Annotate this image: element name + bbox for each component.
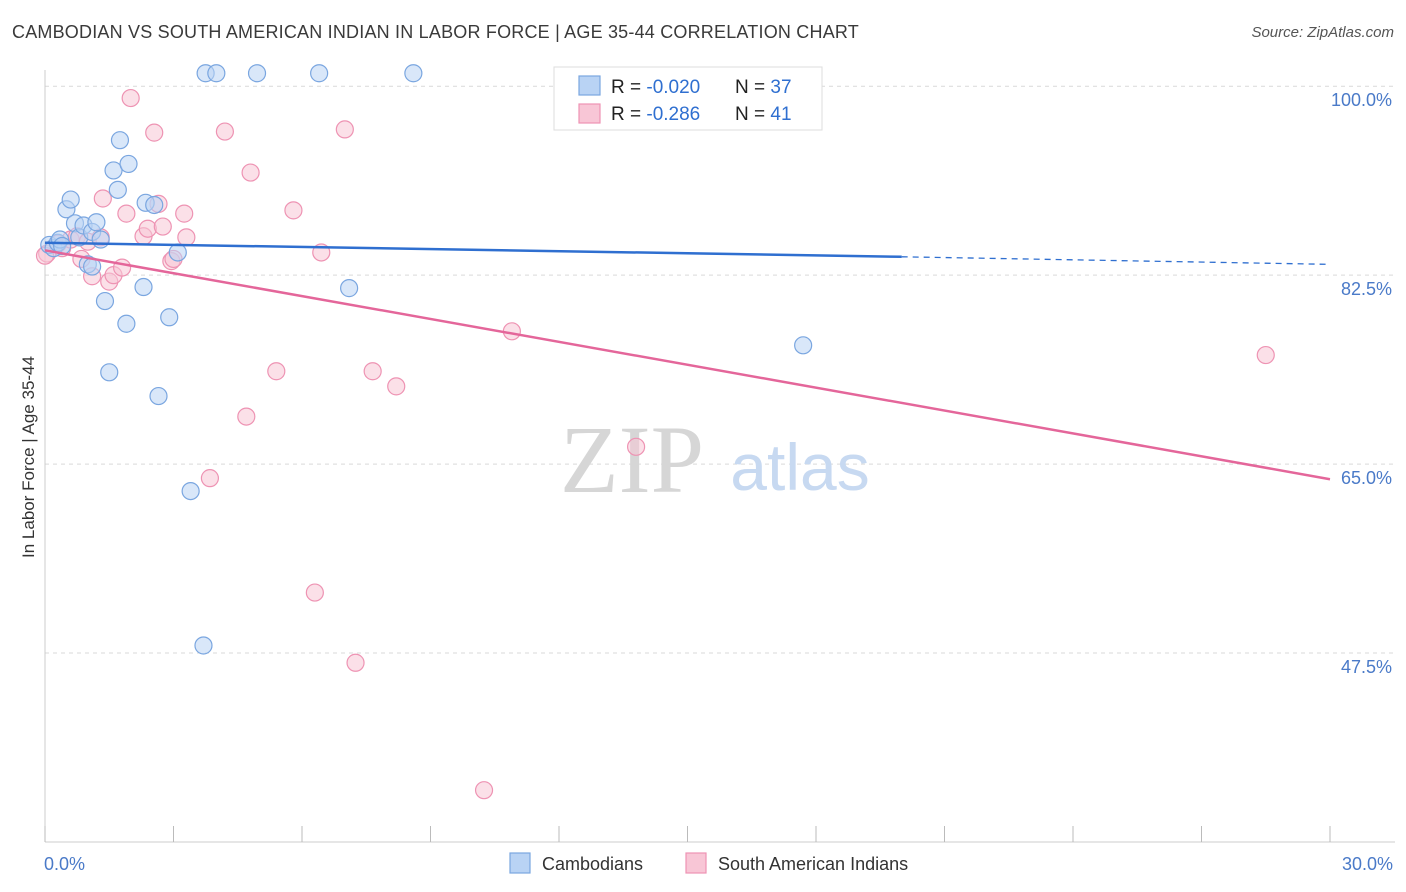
chart-title: CAMBODIAN VS SOUTH AMERICAN INDIAN IN LA… — [12, 22, 859, 42]
data-point-cambodians — [134, 277, 153, 297]
data-point-cambodians — [194, 636, 213, 655]
data-point-south-american-indians — [284, 201, 303, 220]
x-tick-labels: 0.0% 30.0% — [44, 854, 1393, 874]
y-tick-label: 65.0% — [1341, 468, 1392, 488]
data-point-south-american-indians — [305, 583, 324, 602]
data-point-cambodians — [794, 336, 813, 355]
y-tick-label: 82.5% — [1341, 279, 1392, 299]
stats-r-value-1: -0.020 — [646, 77, 700, 98]
trend-lines — [44, 241, 1331, 481]
data-point-cambodians — [149, 386, 168, 406]
data-point-south-american-indians — [363, 362, 382, 381]
data-point-south-american-indians — [387, 377, 406, 396]
axes — [44, 70, 1395, 843]
data-point-south-american-indians — [138, 219, 157, 238]
svg-text:N = 41: N = 41 — [735, 104, 792, 125]
data-point-cambodians — [404, 64, 423, 83]
data-point-cambodians — [247, 64, 267, 83]
source-credit: Source: ZipAtlas.com — [1251, 24, 1394, 41]
legend-label-south-american-indians: South American Indians — [718, 854, 908, 874]
series-cambodians — [40, 64, 813, 655]
svg-text:N = 37: N = 37 — [735, 77, 792, 98]
data-point-cambodians — [91, 230, 110, 249]
watermark-atlas: atlas — [730, 430, 869, 504]
data-point-south-american-indians — [117, 204, 136, 223]
data-point-south-american-indians — [626, 437, 646, 456]
data-point-cambodians — [181, 481, 200, 501]
data-point-cambodians — [168, 243, 187, 262]
svg-text:R = -0.020: R = -0.020 — [611, 77, 700, 98]
data-point-cambodians — [100, 363, 119, 382]
svg-text:R = -0.286: R = -0.286 — [611, 104, 700, 125]
trend-line-south-american-indians — [44, 249, 1331, 481]
data-point-cambodians — [119, 154, 138, 174]
data-point-south-american-indians — [200, 469, 220, 488]
stats-r-label-2: R = — [611, 104, 646, 125]
data-point-south-american-indians — [1256, 345, 1275, 365]
data-point-cambodians — [310, 64, 329, 83]
trend-line-cambodians-extension — [901, 256, 1331, 265]
stats-r-value-2: -0.286 — [646, 104, 700, 125]
data-point-cambodians — [87, 213, 106, 232]
x-tick-label: 0.0% — [44, 854, 85, 874]
data-point-south-american-indians — [177, 228, 196, 247]
x-tick-label: 30.0% — [1342, 854, 1393, 874]
data-point-south-american-indians — [335, 120, 354, 139]
data-point-cambodians — [160, 308, 179, 327]
trend-line-cambodians — [44, 241, 902, 259]
data-point-cambodians — [95, 291, 115, 311]
data-point-south-american-indians — [237, 407, 256, 426]
data-point-south-american-indians — [241, 163, 260, 182]
watermark: ZIP atlas — [560, 406, 870, 513]
stats-legend: R = -0.020 N = 37 R = -0.286 N = 41 — [553, 66, 823, 131]
series-legend: Cambodians South American Indians — [509, 852, 908, 874]
stats-n-label-1: N = — [735, 77, 770, 98]
data-point-cambodians — [117, 314, 136, 333]
data-point-south-american-indians — [346, 653, 365, 672]
data-point-south-american-indians — [145, 123, 164, 142]
data-point-cambodians — [110, 131, 130, 150]
data-point-cambodians — [61, 190, 80, 209]
y-tick-label: 47.5% — [1341, 657, 1392, 677]
data-point-cambodians — [145, 195, 164, 215]
y-tick-label: 100.0% — [1331, 90, 1392, 110]
data-point-cambodians — [108, 180, 127, 199]
data-point-cambodians — [104, 161, 123, 180]
legend-label-cambodians: Cambodians — [542, 854, 643, 874]
data-point-south-american-indians — [175, 204, 194, 223]
data-point-south-american-indians — [215, 122, 234, 141]
data-point-south-american-indians — [93, 189, 112, 208]
data-point-south-american-indians — [474, 781, 494, 800]
data-point-south-american-indians — [267, 362, 286, 381]
stats-n-label-2: N = — [735, 104, 770, 125]
stats-r-label-1: R = — [611, 77, 646, 98]
legend-swatch-south-american-indians — [685, 852, 707, 874]
data-point-south-american-indians — [153, 217, 172, 236]
data-point-cambodians — [207, 64, 226, 83]
data-point-cambodians — [340, 279, 359, 298]
stats-swatch-blue — [578, 75, 601, 96]
legend-swatch-cambodians — [509, 852, 531, 874]
stats-swatch-pink — [578, 103, 601, 124]
watermark-zip: ZIP — [560, 406, 704, 513]
data-point-south-american-indians — [112, 258, 132, 277]
y-tick-labels: 100.0% 82.5% 65.0% 47.5% — [1331, 90, 1392, 677]
stats-n-value-1: 37 — [770, 77, 791, 98]
y-axis-label: In Labor Force | Age 35-44 — [19, 356, 38, 558]
stats-n-value-2: 41 — [770, 104, 791, 125]
data-point-south-american-indians — [121, 88, 140, 108]
